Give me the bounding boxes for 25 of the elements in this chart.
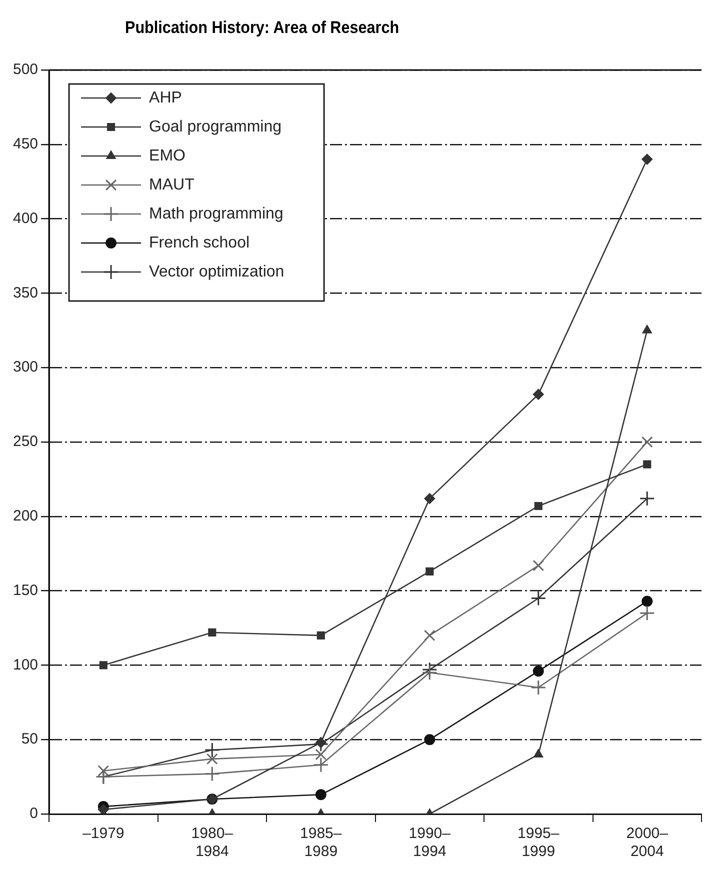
legend-label: French school <box>149 234 250 252</box>
legend-label: Goal programming <box>149 118 282 136</box>
chart-title: Publication History: Area of Research <box>125 18 400 38</box>
y-tick-label: 500 <box>12 61 38 78</box>
y-tick-label: 50 <box>21 730 38 748</box>
x-tick-label: –1979 <box>82 825 124 842</box>
x-tick-label: 1980–1984 <box>191 825 234 860</box>
x-tick-label: 1995–1999 <box>518 825 560 860</box>
legend-label: Vector optimization <box>149 263 284 280</box>
y-tick-label: 150 <box>12 582 38 599</box>
legend-label: EMO <box>149 147 186 164</box>
y-tick-label: 250 <box>12 433 38 450</box>
legend-label: AHP <box>149 89 182 106</box>
y-tick-label: 200 <box>12 508 38 525</box>
y-tick-label: 100 <box>12 656 38 674</box>
legend-label: Math programming <box>149 205 284 222</box>
y-tick-label: 0 <box>30 805 38 822</box>
x-tick-label: 1985–1989 <box>300 825 342 860</box>
x-tick-label: 1990–1994 <box>408 825 452 860</box>
y-tick-label: 300 <box>12 358 38 376</box>
y-tick-label: 450 <box>12 136 38 153</box>
legend-label: MAUT <box>149 176 195 194</box>
y-tick-label: 400 <box>12 210 38 227</box>
y-tick-label: 350 <box>12 284 38 302</box>
x-tick-label: 2000–2004 <box>626 825 669 860</box>
